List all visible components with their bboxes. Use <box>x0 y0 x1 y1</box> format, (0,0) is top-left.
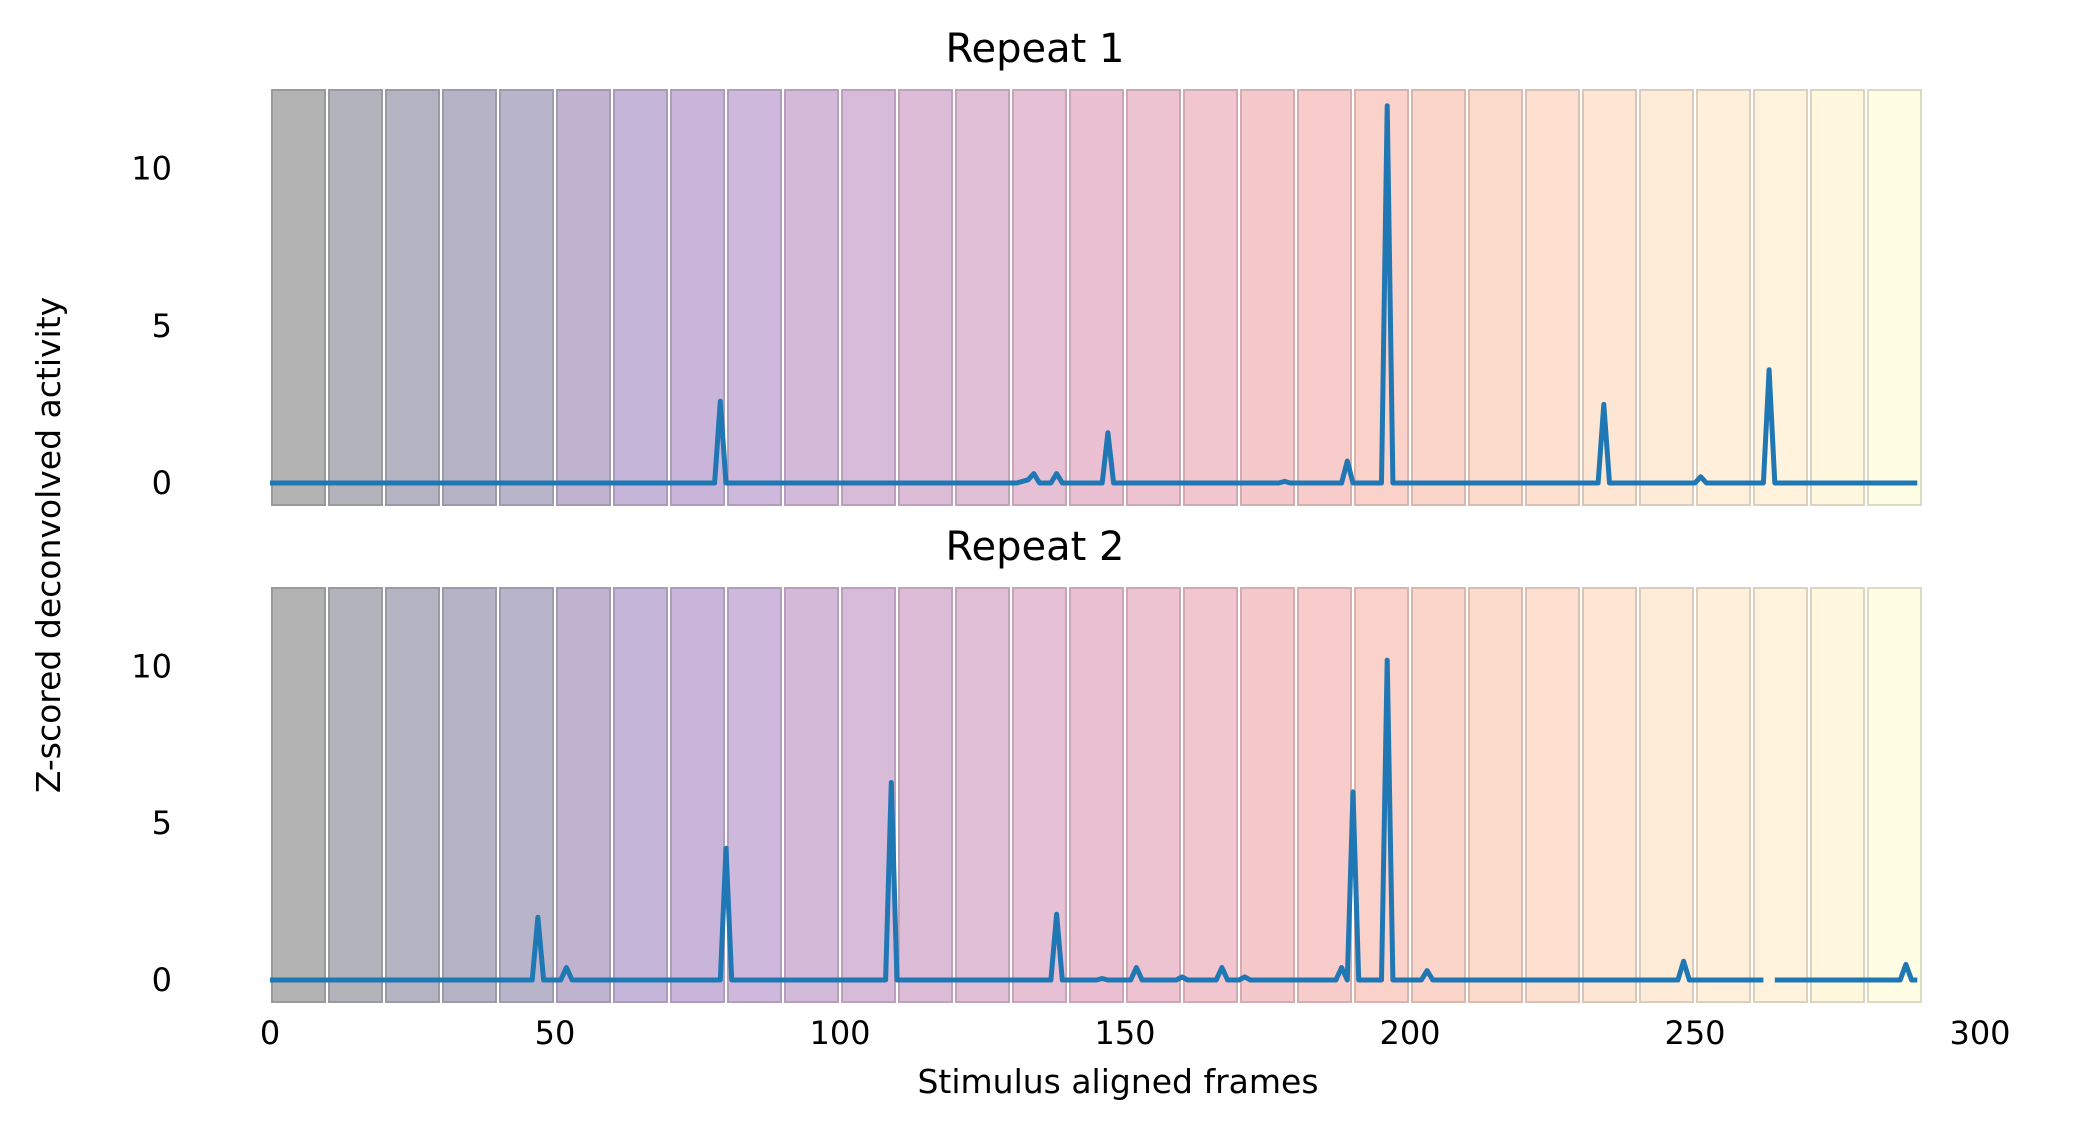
panel-title: Repeat 2 <box>946 524 1125 570</box>
activity-line-segment <box>1774 961 1918 983</box>
activity-line-segment <box>270 103 1918 486</box>
y-tick-labels: 0 5 10 <box>131 150 172 502</box>
stimulus-block <box>1012 89 1067 506</box>
stimulus-block <box>1183 89 1238 506</box>
x-tick-label: 300 <box>1949 1014 2010 1052</box>
stimulus-block <box>1582 89 1637 506</box>
stimulus-block <box>1069 587 1124 1003</box>
stimulus-block <box>1867 587 1922 1003</box>
x-tick-label: 150 <box>1094 1014 1155 1052</box>
stimulus-block <box>784 587 839 1003</box>
y-tick-label: 5 <box>152 307 172 345</box>
stimulus-block <box>1639 89 1694 506</box>
stimulus-block <box>1696 89 1751 506</box>
stimulus-block <box>385 587 440 1003</box>
y-axis-label: Z-scored deconvolved activity <box>29 297 68 793</box>
stimulus-block <box>727 587 782 1003</box>
stimulus-block <box>898 89 953 506</box>
stimulus-block <box>1240 89 1295 506</box>
x-tick-label: 0 <box>260 1014 280 1052</box>
stimulus-block <box>727 89 782 506</box>
stimulus-block <box>556 587 611 1003</box>
stimulus-block <box>784 89 839 506</box>
stimulus-block <box>1525 587 1580 1003</box>
stimulus-block <box>898 587 953 1003</box>
stimulus-block <box>1183 587 1238 1003</box>
panel-title: Repeat 1 <box>946 26 1125 72</box>
activity-line <box>270 657 1918 983</box>
x-tick-label: 100 <box>809 1014 870 1052</box>
y-tick-label: 5 <box>152 804 172 842</box>
stimulus-block <box>1810 89 1865 506</box>
stimulus-block <box>1867 89 1922 506</box>
stimulus-blocks <box>271 587 1922 1003</box>
stimulus-block <box>1468 587 1523 1003</box>
x-tick-labels: 0 50 100 150 200 250 300 <box>260 1014 2011 1052</box>
stimulus-block <box>442 587 497 1003</box>
x-tick-label: 250 <box>1664 1014 1725 1052</box>
x-tick-label: 50 <box>535 1014 576 1052</box>
stimulus-block <box>955 89 1010 506</box>
stimulus-block <box>1753 89 1808 506</box>
stimulus-block <box>1411 587 1466 1003</box>
stimulus-block <box>1639 587 1694 1003</box>
stimulus-block <box>1525 89 1580 506</box>
stimulus-block <box>556 89 611 506</box>
stimulus-block <box>499 89 554 506</box>
stimulus-block <box>271 89 326 506</box>
y-tick-label: 0 <box>152 464 172 502</box>
stimulus-block <box>1126 587 1181 1003</box>
x-axis-label: Stimulus aligned frames <box>917 1062 1318 1101</box>
stimulus-block <box>670 89 725 506</box>
y-tick-label: 10 <box>131 647 172 685</box>
stimulus-block <box>1696 587 1751 1003</box>
stimulus-block <box>1240 587 1295 1003</box>
stimulus-block <box>442 89 497 506</box>
stimulus-block <box>499 587 554 1003</box>
stimulus-block <box>1810 587 1865 1003</box>
activity-line-segment <box>270 657 1764 983</box>
stimulus-block <box>1297 89 1352 506</box>
stimulus-block <box>670 587 725 1003</box>
y-tick-labels: 0 5 10 <box>131 647 172 999</box>
stimulus-blocks <box>271 89 1922 506</box>
stimulus-block <box>613 89 668 506</box>
stimulus-block <box>1297 587 1352 1003</box>
stimulus-block <box>841 89 896 506</box>
y-tick-label: 10 <box>131 150 172 188</box>
stimulus-block <box>613 587 668 1003</box>
stimulus-block <box>1582 587 1637 1003</box>
stimulus-block <box>1126 89 1181 506</box>
panel-repeat-2: 0 5 10 Repeat 2 <box>131 524 1922 1003</box>
stimulus-block <box>1468 89 1523 506</box>
stimulus-block <box>385 89 440 506</box>
stimulus-block <box>1069 89 1124 506</box>
stimulus-block <box>328 587 383 1003</box>
stimulus-block <box>1411 89 1466 506</box>
stimulus-block <box>271 587 326 1003</box>
x-tick-label: 200 <box>1379 1014 1440 1052</box>
y-tick-label: 0 <box>152 961 172 999</box>
activity-line <box>270 103 1918 486</box>
stimulus-block <box>1753 587 1808 1003</box>
stimulus-block <box>328 89 383 506</box>
panel-repeat-1: 0 5 10 Repeat 1 <box>131 26 1922 506</box>
stimulus-block <box>955 587 1010 1003</box>
